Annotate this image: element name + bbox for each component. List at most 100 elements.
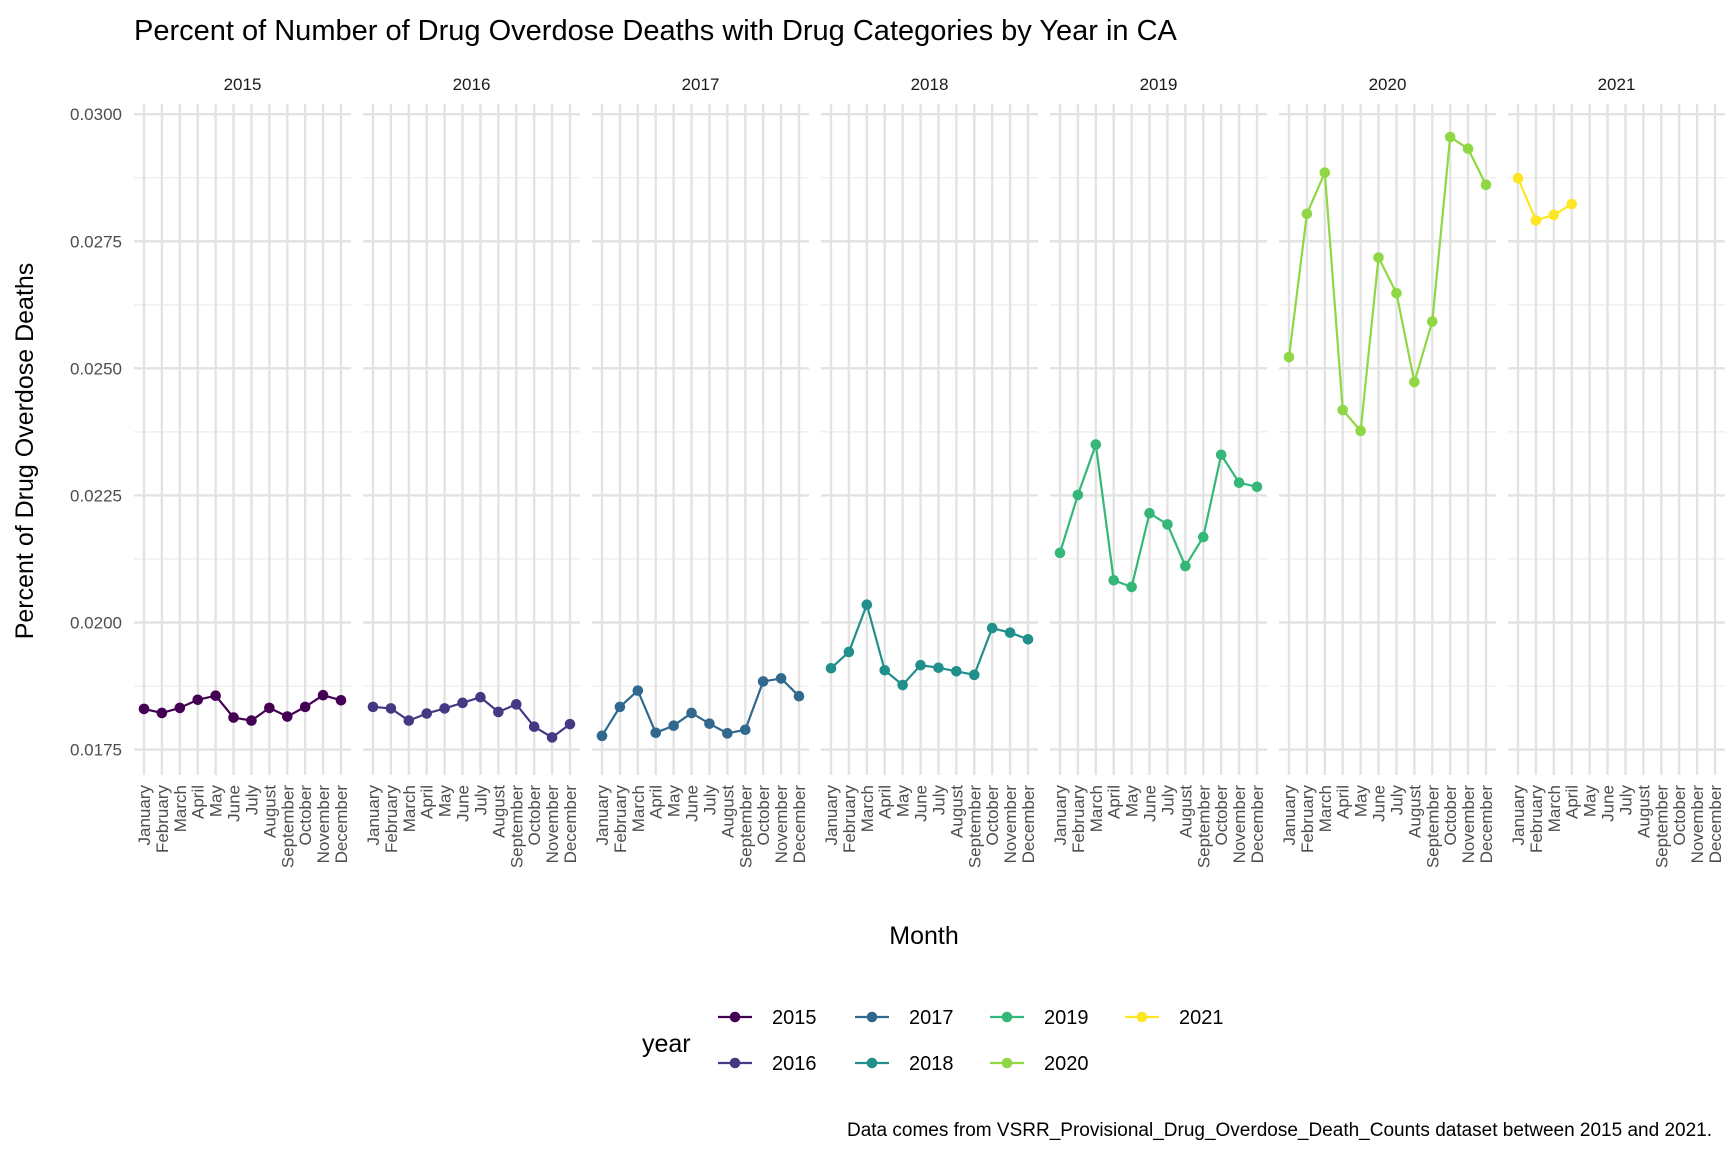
data-point [739,724,751,736]
data-point [879,664,891,676]
series-line-2021 [1516,177,1573,222]
data-point [933,662,944,674]
legend-item-2021: 2021 [1125,1007,1224,1029]
data-point [1373,252,1384,263]
data-point [1072,489,1084,501]
x-tick-label: September [1652,785,1671,868]
x-tick-label: March [171,785,190,832]
x-tick-label: April [1334,785,1353,819]
x-tick-label: May [207,785,226,818]
x-tick-label: February [153,785,172,854]
legend-key-point [729,1057,741,1069]
x-tick-label: October [525,785,544,846]
x-tick-label: March [858,785,877,832]
x-tick-label: January [1509,785,1528,846]
x-tick-label: January [593,785,612,846]
data-point [1480,179,1492,191]
data-point [174,702,186,714]
x-tick-label: January [822,785,841,846]
data-point [951,666,962,677]
x-tick-label: December [1706,785,1725,864]
data-point [825,662,837,674]
x-tick-label: November [314,785,333,864]
legend-label: 2018 [909,1053,954,1075]
x-tick-label: September [278,785,297,868]
facet-panel-2016: 2016 JanuaryFebruaryMarchAprilMayJuneJuly… [363,75,580,868]
data-point [367,701,379,713]
x-tick-label: June [225,785,244,822]
x-tick-label: December [790,785,809,864]
data-point [475,691,486,703]
legend-label: 2016 [772,1053,817,1075]
x-tick-label: May [894,785,913,818]
legend-item-2017: 2017 [855,1007,954,1029]
data-point [335,694,347,706]
data-point [317,689,329,701]
x-tick-label: August [718,785,737,838]
data-point [1180,560,1191,572]
data-point [650,727,662,739]
x-tick-label: October [983,785,1002,846]
data-point [510,699,522,710]
x-tick-label: January [1280,785,1299,846]
x-tick-label: September [1423,785,1442,868]
x-tick-label: January [135,785,154,846]
x-axis-title: Month [889,922,958,950]
data-point [1126,581,1137,593]
x-tick-label: December [561,785,580,864]
x-tick-label: August [489,785,508,838]
data-point [1444,131,1456,143]
x-tick-label: July [242,785,261,816]
facet-panel-2015: 2015 JanuaryFebruaryMarchAprilMayJuneJuly… [134,75,351,868]
data-point [1530,215,1542,226]
x-tick-label: November [772,785,791,864]
x-tick-label: March [1545,785,1564,832]
facet-strip-label: 2020 [1369,75,1407,94]
data-point [228,712,239,723]
data-point [1233,477,1245,489]
legend-label: 2015 [772,1007,817,1029]
x-tick-label: July [1158,785,1177,816]
data-point [722,728,733,739]
x-tick-label: April [189,785,208,819]
facet-strip-label: 2018 [911,75,949,94]
x-tick-label: August [1405,785,1424,838]
data-point [1319,167,1331,178]
data-point [1462,143,1474,155]
data-point [1090,439,1102,450]
x-tick-label: November [1230,785,1249,864]
facet-panel-2018: 2018 JanuaryFebruaryMarchAprilMayJuneJuly… [821,75,1038,868]
x-tick-label: September [1194,785,1213,868]
x-tick-label: February [1069,785,1088,854]
data-point [1355,425,1366,437]
legend-label: 2020 [1044,1053,1089,1075]
facet-strip-label: 2019 [1140,75,1178,94]
x-tick-label: December [332,785,351,864]
data-point [246,715,257,726]
data-point [210,690,221,701]
data-point [986,622,998,634]
data-point [968,669,980,681]
series-line-2017 [601,677,800,737]
x-tick-label: July [471,785,490,816]
x-tick-label: September [507,785,526,868]
data-point [1054,547,1066,559]
x-tick-label: December [1019,785,1038,864]
data-point [403,715,415,726]
data-point [1283,351,1295,363]
series-line-2018 [830,601,1029,687]
x-tick-label: May [1581,785,1600,818]
data-point [138,703,150,715]
data-point [385,703,397,714]
x-tick-label: June [454,785,473,822]
y-tick-label: 0.0175 [70,741,122,760]
x-tick-label: February [1298,785,1317,854]
x-tick-label: October [1441,785,1460,846]
x-tick-label: July [1387,785,1406,816]
x-tick-label: March [1087,785,1106,832]
data-point [1144,507,1155,519]
x-tick-label: October [1670,785,1689,846]
data-point [1004,627,1016,638]
legend-item-2020: 2020 [990,1053,1089,1075]
x-tick-label: November [1459,785,1478,864]
